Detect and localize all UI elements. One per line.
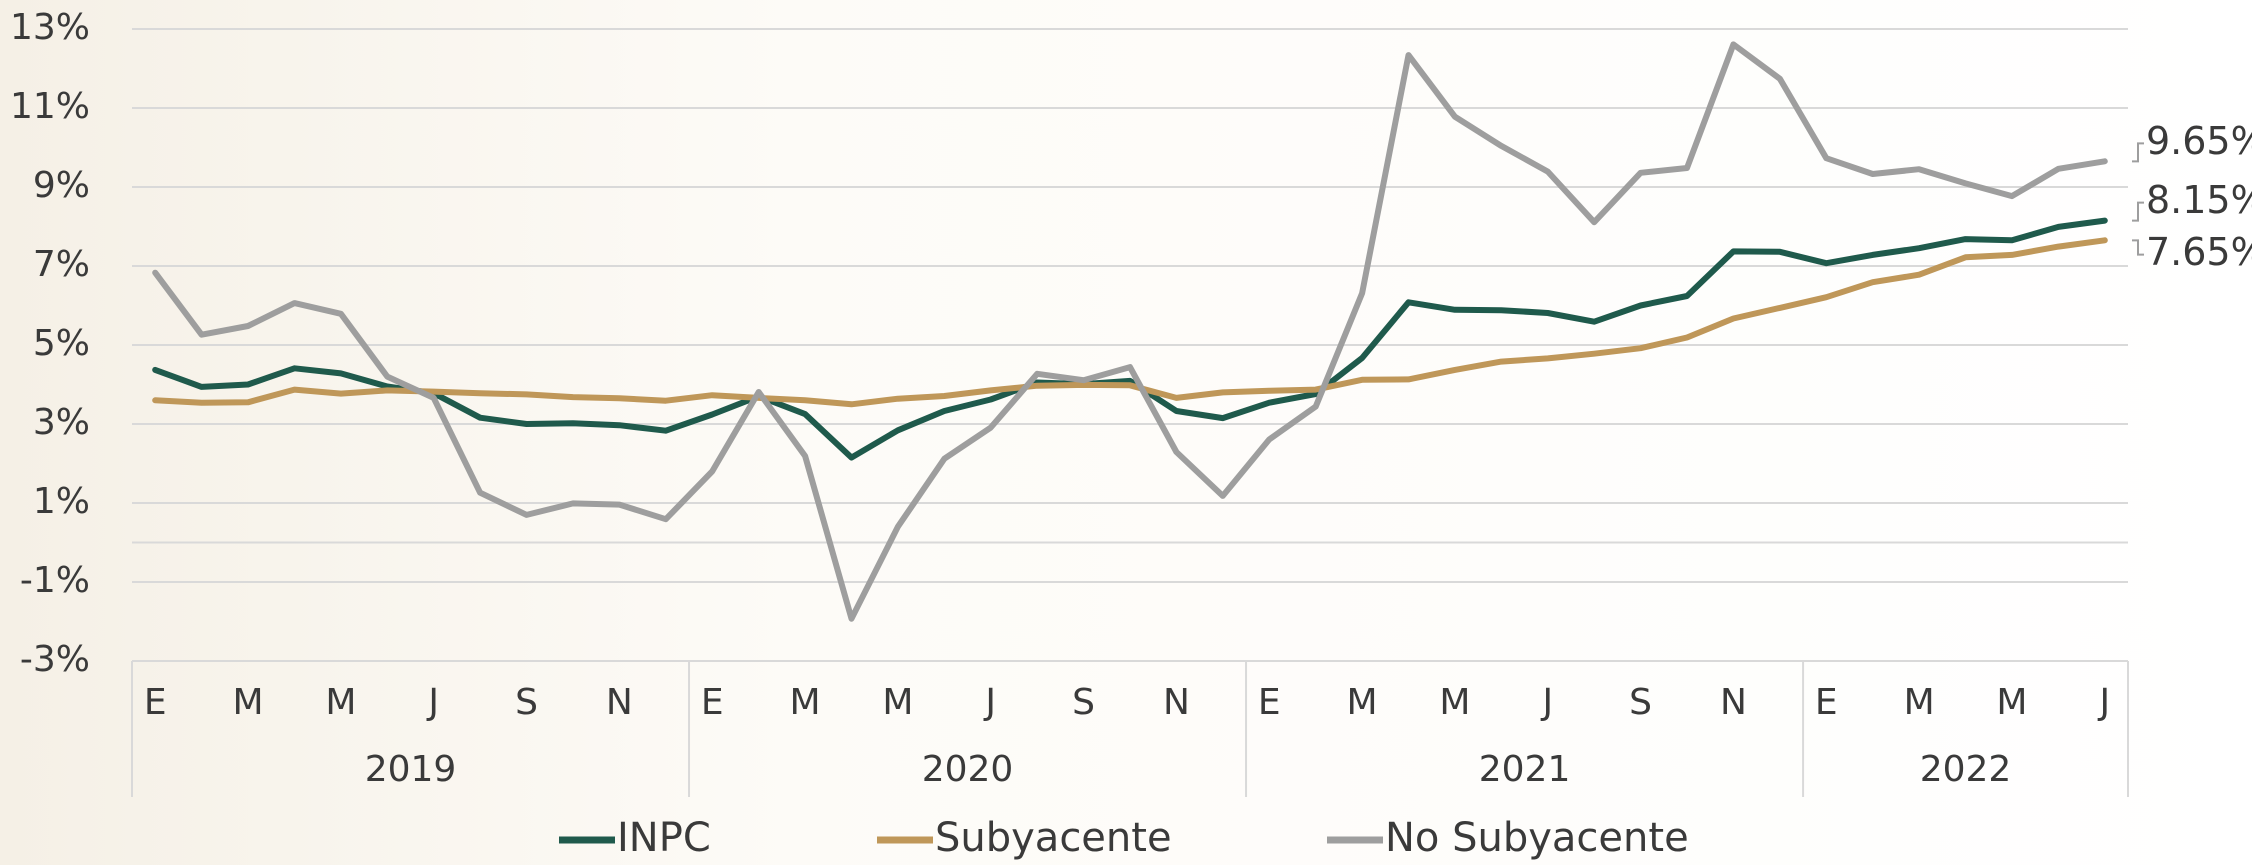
y-tick-label: 13%	[10, 7, 90, 48]
x-tick-label: N	[1163, 682, 1190, 723]
end-value-label: 7.65%	[2146, 230, 2252, 274]
x-tick-label: E	[1815, 682, 1838, 723]
x-tick-label: S	[1072, 682, 1095, 723]
end-value-label: 9.65%	[2146, 119, 2252, 163]
x-tick-label: M	[1439, 682, 1470, 723]
y-tick-label: 11%	[10, 86, 90, 127]
x-tick-label: M	[882, 682, 913, 723]
x-tick-label: M	[790, 682, 821, 723]
legend-label: INPC	[617, 815, 711, 861]
year-label: 2020	[922, 749, 1014, 790]
x-tick-label: E	[701, 682, 724, 723]
y-tick-label: -1%	[20, 560, 90, 601]
y-tick-label: 5%	[33, 323, 90, 364]
x-tick-label: S	[1629, 682, 1652, 723]
y-tick-label: 7%	[33, 244, 90, 285]
x-tick-label: M	[1904, 682, 1935, 723]
chart: -3% -1% 1% 3% 5% 7% 9% 11% 13% E M M J S N E M M J S N E M M J S N…	[0, 0, 2252, 865]
x-tick-label: J	[2097, 682, 2110, 723]
legend-label: No Subyacente	[1385, 815, 1689, 861]
x-tick-label: S	[515, 682, 538, 723]
y-tick-label: 9%	[33, 165, 90, 206]
x-tick-label: J	[426, 682, 439, 723]
x-tick-label: J	[1540, 682, 1553, 723]
y-tick-label: 1%	[33, 481, 90, 522]
year-label: 2021	[1479, 749, 1571, 790]
x-tick-label: J	[983, 682, 996, 723]
y-tick-label: -3%	[20, 639, 90, 680]
background	[0, 0, 2252, 865]
x-tick-label: E	[1258, 682, 1281, 723]
end-value-label: 8.15%	[2146, 178, 2252, 222]
x-tick-label: N	[1720, 682, 1747, 723]
x-tick-label: M	[325, 682, 356, 723]
year-label: 2022	[1920, 749, 2012, 790]
x-tick-label: M	[233, 682, 264, 723]
x-tick-label: E	[144, 682, 167, 723]
x-tick-label: M	[1996, 682, 2027, 723]
x-tick-label: M	[1347, 682, 1378, 723]
year-label: 2019	[365, 749, 457, 790]
y-tick-label: 3%	[33, 402, 90, 443]
legend-label: Subyacente	[935, 815, 1172, 861]
x-tick-label: N	[606, 682, 633, 723]
